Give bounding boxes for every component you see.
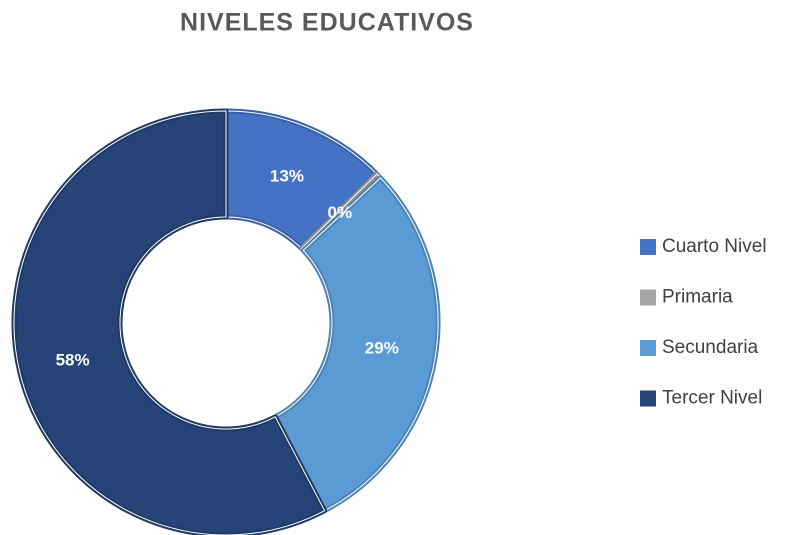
- slice-gap: [13, 110, 326, 535]
- data-label: 0%: [328, 203, 353, 222]
- legend-swatch: [640, 239, 656, 255]
- legend-label: Tercer Nivel: [662, 388, 762, 409]
- chart-title: NIVELES EDUCATIVOS: [180, 9, 474, 37]
- legend-swatch: [640, 390, 656, 407]
- legend-label: Secundaria: [662, 337, 759, 358]
- legend-label: Cuarto Nivel: [662, 236, 767, 257]
- data-label: 29%: [365, 339, 399, 358]
- legend-swatch: [640, 289, 656, 306]
- legend-label: Primaria: [662, 287, 733, 308]
- data-label: 13%: [270, 167, 304, 186]
- data-label: 58%: [56, 350, 90, 369]
- slice-gap: [274, 177, 439, 512]
- legend-swatch: [640, 340, 656, 356]
